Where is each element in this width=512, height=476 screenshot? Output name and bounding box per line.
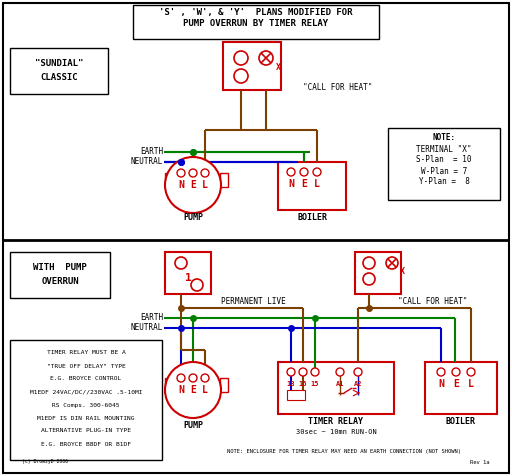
Circle shape	[201, 169, 209, 177]
Text: RS Comps. 300-6045: RS Comps. 300-6045	[52, 403, 120, 407]
Circle shape	[189, 169, 197, 177]
Text: E: E	[453, 379, 459, 389]
FancyBboxPatch shape	[165, 173, 173, 187]
Circle shape	[363, 257, 375, 269]
Circle shape	[165, 362, 221, 418]
Text: "CALL FOR HEAT": "CALL FOR HEAT"	[303, 83, 372, 92]
Circle shape	[287, 168, 295, 176]
Text: E: E	[301, 179, 307, 189]
Circle shape	[189, 374, 197, 382]
Text: W-Plan = 7: W-Plan = 7	[421, 167, 467, 176]
Text: Rev 1a: Rev 1a	[471, 459, 490, 465]
Text: WITH  PUMP: WITH PUMP	[33, 264, 87, 272]
Circle shape	[234, 51, 248, 65]
Text: BOILER: BOILER	[446, 417, 476, 426]
FancyBboxPatch shape	[133, 5, 379, 39]
Text: NOTE: ENCLOSURE FOR TIMER RELAY MAY NEED AN EARTH CONNECTION (NOT SHOWN): NOTE: ENCLOSURE FOR TIMER RELAY MAY NEED…	[227, 449, 461, 455]
FancyBboxPatch shape	[220, 378, 228, 392]
Text: M1EDF 24VAC/DC//230VAC .5-10MI: M1EDF 24VAC/DC//230VAC .5-10MI	[30, 389, 142, 395]
FancyBboxPatch shape	[165, 252, 211, 294]
Text: "SUNDIAL": "SUNDIAL"	[35, 60, 83, 69]
Text: A2: A2	[354, 381, 362, 387]
Circle shape	[354, 368, 362, 376]
Text: A1: A1	[336, 381, 344, 387]
Text: 15: 15	[311, 381, 319, 387]
Circle shape	[191, 279, 203, 291]
Text: "TRUE OFF DELAY" TYPE: "TRUE OFF DELAY" TYPE	[47, 364, 125, 368]
Circle shape	[437, 368, 445, 376]
Text: S-Plan  = 10: S-Plan = 10	[416, 156, 472, 165]
Circle shape	[201, 374, 209, 382]
FancyBboxPatch shape	[355, 252, 401, 294]
Text: NOTE:: NOTE:	[433, 132, 456, 141]
Circle shape	[234, 69, 248, 83]
Text: N: N	[288, 179, 294, 189]
FancyBboxPatch shape	[165, 378, 173, 392]
Text: NEUTRAL: NEUTRAL	[131, 158, 163, 167]
Circle shape	[313, 168, 321, 176]
Text: PUMP: PUMP	[183, 214, 203, 222]
Circle shape	[177, 374, 185, 382]
Text: N: N	[438, 379, 444, 389]
Circle shape	[287, 368, 295, 376]
Circle shape	[386, 257, 398, 269]
Circle shape	[299, 368, 307, 376]
Circle shape	[177, 169, 185, 177]
Text: E: E	[190, 180, 196, 190]
Text: E: E	[190, 385, 196, 395]
Text: EARTH: EARTH	[140, 314, 163, 323]
Text: OVERRUN: OVERRUN	[41, 278, 79, 287]
Text: E.G. BROYCE CONTROL: E.G. BROYCE CONTROL	[50, 377, 122, 381]
Circle shape	[467, 368, 475, 376]
FancyBboxPatch shape	[287, 390, 305, 400]
Text: PUMP OVERRUN BY TIMER RELAY: PUMP OVERRUN BY TIMER RELAY	[183, 20, 329, 29]
Text: 1: 1	[185, 273, 191, 283]
FancyBboxPatch shape	[278, 362, 394, 414]
Text: L: L	[202, 180, 208, 190]
Circle shape	[363, 273, 375, 285]
FancyBboxPatch shape	[3, 3, 509, 473]
Text: BOILER: BOILER	[297, 214, 327, 222]
Text: ALTERNATIVE PLUG-IN TYPE: ALTERNATIVE PLUG-IN TYPE	[41, 428, 131, 434]
FancyBboxPatch shape	[425, 362, 497, 414]
Circle shape	[300, 168, 308, 176]
Text: 'S' , 'W', & 'Y'  PLANS MODIFIED FOR: 'S' , 'W', & 'Y' PLANS MODIFIED FOR	[159, 9, 353, 18]
Circle shape	[336, 368, 344, 376]
FancyBboxPatch shape	[388, 128, 500, 200]
Text: 30sec ~ 10mn RUN-ON: 30sec ~ 10mn RUN-ON	[295, 429, 376, 435]
Text: TERMINAL "X": TERMINAL "X"	[416, 145, 472, 153]
Text: PERMANENT LIVE: PERMANENT LIVE	[221, 298, 285, 307]
FancyBboxPatch shape	[10, 48, 108, 94]
Text: CLASSIC: CLASSIC	[40, 73, 78, 82]
Circle shape	[452, 368, 460, 376]
Text: 18: 18	[287, 381, 295, 387]
Text: EARTH: EARTH	[140, 148, 163, 157]
Text: PUMP: PUMP	[183, 420, 203, 429]
FancyBboxPatch shape	[10, 252, 110, 298]
Circle shape	[165, 157, 221, 213]
Text: 16: 16	[298, 381, 307, 387]
Text: (c) BrowzyD 2006: (c) BrowzyD 2006	[22, 459, 68, 465]
Text: N: N	[178, 180, 184, 190]
Text: NEUTRAL: NEUTRAL	[131, 324, 163, 333]
Circle shape	[311, 368, 319, 376]
Circle shape	[175, 257, 187, 269]
Text: L: L	[314, 179, 320, 189]
Text: E.G. BROYCE B8DF OR B1DF: E.G. BROYCE B8DF OR B1DF	[41, 442, 131, 446]
Text: X: X	[400, 267, 405, 276]
Text: Y-Plan =  8: Y-Plan = 8	[419, 178, 470, 187]
Text: L: L	[202, 385, 208, 395]
FancyBboxPatch shape	[220, 173, 228, 187]
Text: TIMER RELAY: TIMER RELAY	[309, 417, 364, 426]
FancyBboxPatch shape	[223, 42, 281, 90]
Text: L: L	[468, 379, 474, 389]
Text: N: N	[178, 385, 184, 395]
FancyBboxPatch shape	[10, 340, 162, 460]
Text: M1EDF IS DIN RAIL MOUNTING: M1EDF IS DIN RAIL MOUNTING	[37, 416, 135, 420]
Text: X: X	[276, 62, 281, 71]
Text: "CALL FOR HEAT": "CALL FOR HEAT"	[398, 298, 467, 307]
Circle shape	[259, 51, 273, 65]
FancyBboxPatch shape	[278, 162, 346, 210]
Text: TIMER RELAY MUST BE A: TIMER RELAY MUST BE A	[47, 350, 125, 356]
